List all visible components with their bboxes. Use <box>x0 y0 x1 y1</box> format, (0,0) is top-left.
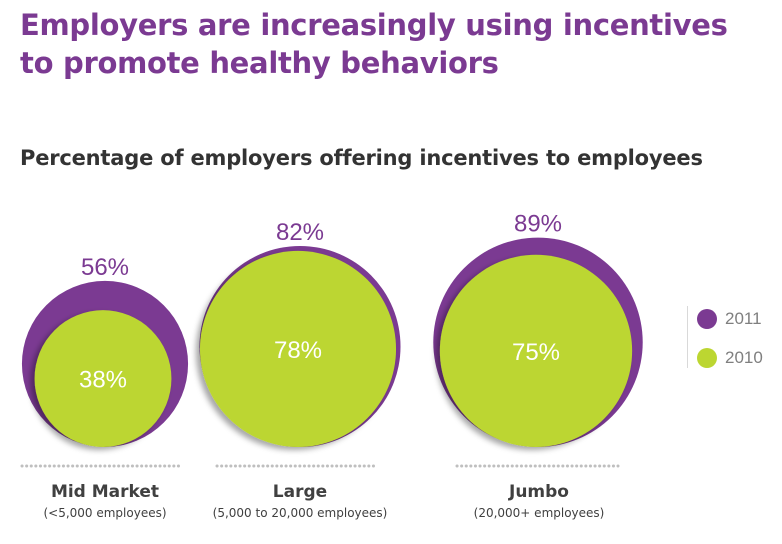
category-name: Mid Market <box>50 482 160 502</box>
chart-title: Percentage of employers offering incenti… <box>20 146 703 170</box>
category-jumbo: Jumbo (20,000+ employees) <box>429 482 649 520</box>
legend-swatch-2011 <box>697 309 717 329</box>
data-label-2010-mid-market: 38% <box>79 367 127 394</box>
legend-item-2011: 2011 <box>697 308 762 330</box>
data-label-2011-mid-market: 56% <box>81 254 129 281</box>
legend-label-2010: 2010 <box>725 348 763 367</box>
data-label-2010-jumbo: 75% <box>512 339 560 366</box>
category-mid-market: Mid Market (<5,000 employees) <box>0 482 215 520</box>
legend-item-2010: 2010 <box>697 347 763 369</box>
bubble-2010-mid-market <box>34 310 172 447</box>
legend-divider <box>687 306 688 368</box>
category-note: (5,000 to 20,000 employees) <box>212 506 388 520</box>
legend-swatch-2010 <box>697 348 717 368</box>
category-note: (<5,000 employees) <box>43 506 167 520</box>
page-title: Employers are increasingly using incenti… <box>20 8 728 80</box>
category-name: Jumbo <box>509 482 569 502</box>
data-label-2011-large: 82% <box>276 219 324 246</box>
bubble-2010-large <box>199 250 397 447</box>
category-name: Large <box>272 482 328 502</box>
category-note: (20,000+ employees) <box>473 506 605 520</box>
data-label-2010-large: 78% <box>274 337 322 364</box>
legend-label-2011: 2011 <box>725 309 762 328</box>
category-large: Large (5,000 to 20,000 employees) <box>190 482 410 520</box>
data-label-2011-jumbo: 89% <box>514 211 562 238</box>
bubble-2010-jumbo <box>439 254 633 447</box>
